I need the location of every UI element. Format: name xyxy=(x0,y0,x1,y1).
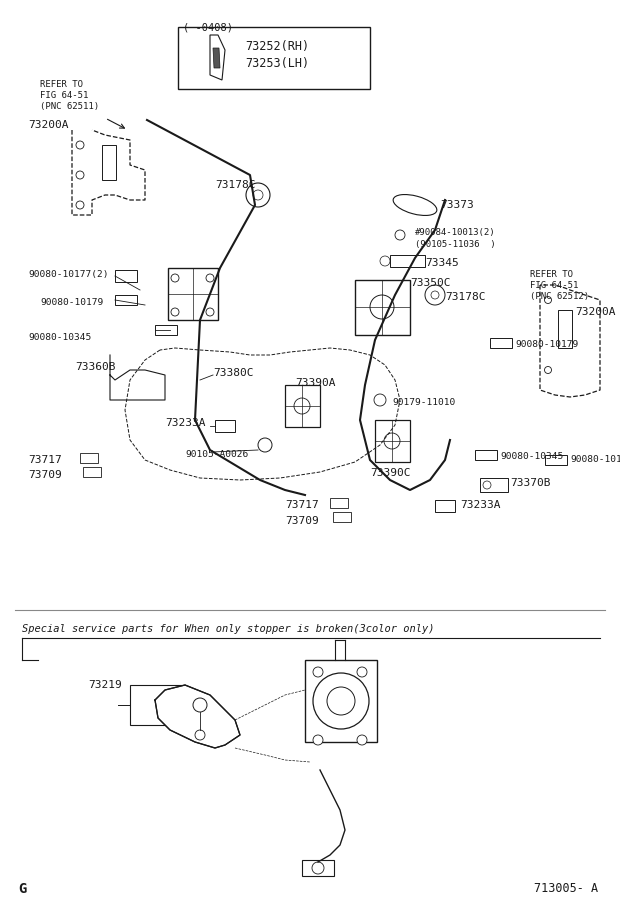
Bar xyxy=(333,512,351,522)
Text: 73360B: 73360B xyxy=(75,362,115,372)
Text: REFER TO: REFER TO xyxy=(40,80,83,89)
Text: (90105-11036  ): (90105-11036 ) xyxy=(415,240,495,249)
Text: 73370B: 73370B xyxy=(510,478,551,488)
Text: 73253(LH): 73253(LH) xyxy=(245,57,309,70)
Circle shape xyxy=(357,735,367,745)
Text: 90179-11010: 90179-11010 xyxy=(392,398,455,407)
Bar xyxy=(545,455,567,465)
Circle shape xyxy=(246,183,270,207)
Bar xyxy=(355,280,410,335)
Circle shape xyxy=(380,256,390,266)
Circle shape xyxy=(258,438,272,452)
Bar xyxy=(480,478,508,492)
Bar xyxy=(435,500,455,512)
Bar xyxy=(168,268,218,320)
Bar xyxy=(130,685,185,725)
Polygon shape xyxy=(155,685,240,748)
Circle shape xyxy=(425,285,445,305)
Circle shape xyxy=(76,171,84,179)
Text: 90080-10345: 90080-10345 xyxy=(500,452,563,461)
Text: 73233A: 73233A xyxy=(165,418,205,428)
Text: 73709: 73709 xyxy=(28,470,62,480)
Circle shape xyxy=(483,481,491,489)
Text: 73373: 73373 xyxy=(440,200,474,210)
Polygon shape xyxy=(213,48,220,68)
Circle shape xyxy=(431,291,439,299)
Bar xyxy=(115,295,137,305)
Bar xyxy=(302,860,334,876)
Polygon shape xyxy=(210,35,225,80)
Text: G: G xyxy=(18,882,27,896)
Circle shape xyxy=(312,862,324,874)
Bar xyxy=(155,325,177,335)
Bar xyxy=(178,27,370,89)
Bar xyxy=(490,338,512,348)
Bar xyxy=(285,385,320,427)
Text: 73390A: 73390A xyxy=(295,378,335,388)
Bar xyxy=(83,467,101,477)
Text: (PNC 62512): (PNC 62512) xyxy=(530,292,589,301)
Text: 73200A: 73200A xyxy=(575,307,616,317)
Bar xyxy=(102,145,116,180)
Bar xyxy=(115,270,137,282)
Text: 73219: 73219 xyxy=(88,680,122,690)
Text: Special service parts for When only stopper is broken(3color only): Special service parts for When only stop… xyxy=(22,624,435,634)
Circle shape xyxy=(327,687,355,715)
Text: 73178C: 73178C xyxy=(445,292,485,302)
Text: #90084-10013(2): #90084-10013(2) xyxy=(415,228,495,237)
Circle shape xyxy=(294,398,310,414)
Text: 73390C: 73390C xyxy=(370,468,410,478)
Circle shape xyxy=(76,141,84,149)
Circle shape xyxy=(544,296,552,303)
Text: 713005- A: 713005- A xyxy=(534,882,598,895)
Circle shape xyxy=(206,308,214,316)
Bar xyxy=(558,310,572,348)
Circle shape xyxy=(76,201,84,209)
Circle shape xyxy=(395,230,405,240)
Text: 73233A: 73233A xyxy=(460,500,500,510)
Ellipse shape xyxy=(393,194,437,215)
Text: FIG 64-51: FIG 64-51 xyxy=(40,91,89,100)
Bar xyxy=(305,660,377,742)
Circle shape xyxy=(171,274,179,282)
Circle shape xyxy=(195,730,205,740)
Circle shape xyxy=(206,274,214,282)
Text: 73252(RH): 73252(RH) xyxy=(245,40,309,53)
Text: 73717: 73717 xyxy=(28,455,62,465)
Text: 73345: 73345 xyxy=(425,258,459,268)
Text: 90080-10179: 90080-10179 xyxy=(515,340,578,349)
Bar xyxy=(80,453,98,463)
Text: 73178C: 73178C xyxy=(215,180,255,190)
Text: 90080-10345: 90080-10345 xyxy=(28,333,91,342)
Text: 73350C: 73350C xyxy=(410,278,451,288)
Text: 73380C: 73380C xyxy=(213,368,254,378)
Text: ( -0408): ( -0408) xyxy=(183,22,233,32)
Circle shape xyxy=(370,295,394,319)
Circle shape xyxy=(193,698,207,712)
Bar xyxy=(390,255,425,267)
Circle shape xyxy=(313,735,323,745)
Circle shape xyxy=(313,667,323,677)
Circle shape xyxy=(253,190,263,200)
Bar xyxy=(215,420,235,432)
Bar xyxy=(475,450,497,460)
Text: 73717: 73717 xyxy=(285,500,319,510)
Circle shape xyxy=(171,308,179,316)
Bar xyxy=(330,498,348,508)
Circle shape xyxy=(544,366,552,373)
Text: 73200A: 73200A xyxy=(28,120,68,130)
Circle shape xyxy=(374,394,386,406)
Circle shape xyxy=(357,667,367,677)
Circle shape xyxy=(384,433,400,449)
Text: FIG 64-51: FIG 64-51 xyxy=(530,281,578,290)
Bar xyxy=(375,420,410,462)
Text: 90080-10177(2): 90080-10177(2) xyxy=(28,270,108,279)
Text: 90080-10179: 90080-10179 xyxy=(40,298,104,307)
Text: 73709: 73709 xyxy=(285,516,319,526)
Text: 90105-A0026: 90105-A0026 xyxy=(185,450,248,459)
Text: REFER TO: REFER TO xyxy=(530,270,573,279)
Text: 90080-10177(2): 90080-10177(2) xyxy=(570,455,620,464)
Text: (PNC 62511): (PNC 62511) xyxy=(40,102,99,111)
Circle shape xyxy=(313,673,369,729)
